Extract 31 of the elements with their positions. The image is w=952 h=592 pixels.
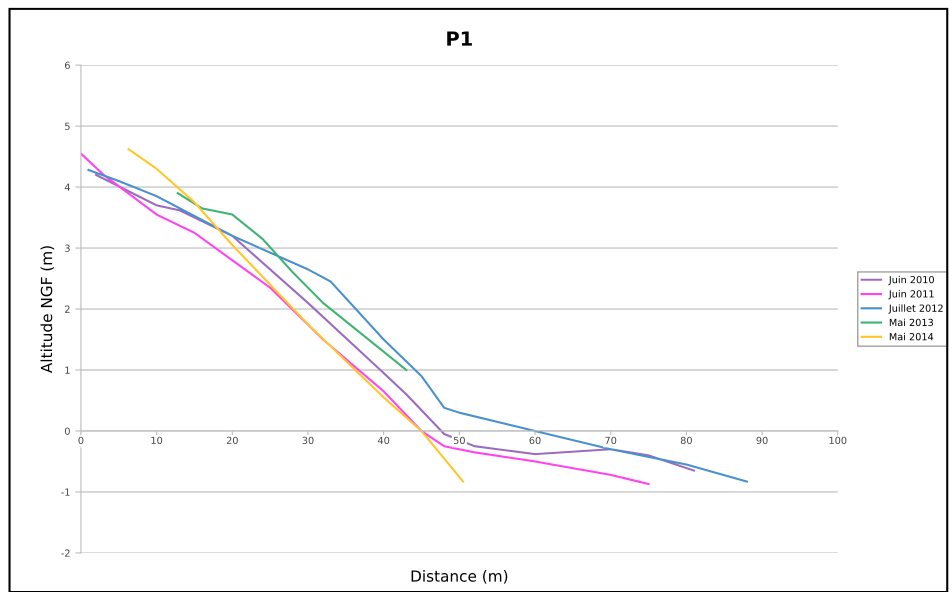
x-tick-label: 20 [226, 436, 238, 444]
line-series [176, 192, 408, 372]
y-tick-label: 5 [65, 122, 70, 130]
y-tick-label: 3 [65, 244, 70, 252]
y-tick-label: -1 [61, 488, 70, 496]
x-tick-label: 10 [151, 436, 162, 444]
x-tick-label: 100 [830, 436, 846, 444]
legend-label: Juin 2011 [888, 290, 934, 300]
legend-label: Juillet 2012 [888, 304, 943, 314]
y-tick-label: 1 [65, 366, 70, 374]
x-tick-label: 0 [78, 436, 84, 444]
legend-label: Juin 2010 [888, 276, 934, 286]
legend-label: Mai 2014 [890, 332, 934, 340]
y-tick-label: 2 [65, 306, 70, 313]
line-series [80, 152, 650, 486]
x-tick-label: 60 [530, 436, 541, 444]
y-tick-label: -2 [61, 549, 70, 557]
y-axis-title: Altitude NGF (m) [40, 246, 54, 374]
y-tick-label: 0 [64, 427, 70, 435]
y-tick-label: 4 [64, 184, 70, 191]
legend-label: Mai 2013 [890, 318, 933, 326]
x-tick-label: 30 [302, 436, 314, 444]
x-tick-label: 90 [756, 436, 768, 444]
x-tick-label: 70 [605, 436, 616, 444]
y-tick-label: 6 [64, 62, 70, 69]
x-tick-label: 50 [454, 436, 465, 444]
x-tick-label: 80 [680, 436, 692, 444]
x-axis-title: Distance (m) [412, 570, 508, 584]
chart-title: P1 [447, 32, 472, 46]
x-tick-label: 40 [378, 436, 390, 444]
line-series [128, 148, 464, 483]
